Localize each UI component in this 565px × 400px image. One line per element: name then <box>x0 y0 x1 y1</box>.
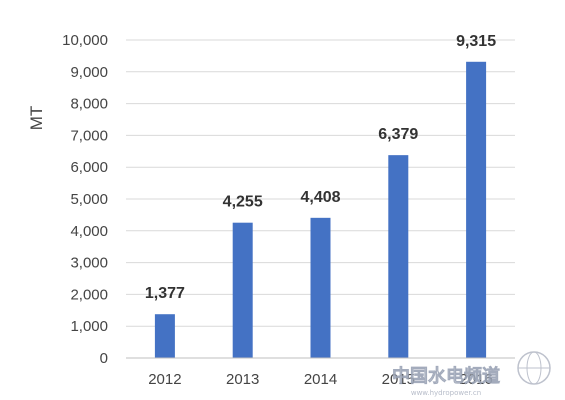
y-tick-label: 2,000 <box>70 286 108 303</box>
y-tick-label: 0 <box>100 350 108 367</box>
watermark-logo: 中国水电频道 www.hydropower.cn <box>392 351 551 397</box>
x-tick-label-2012: 2012 <box>148 371 181 388</box>
y-tick-label: 8,000 <box>70 96 108 113</box>
watermark-subtext: www.hydropower.cn <box>411 389 481 397</box>
y-tick-label: 7,000 <box>70 127 108 144</box>
y-tick-label: 1,000 <box>70 318 108 335</box>
data-label-2012: 1,377 <box>145 285 185 302</box>
y-tick-label: 9,000 <box>70 64 108 81</box>
x-tick-label-2013: 2013 <box>226 371 259 388</box>
x-tick-label-2016: 2016 <box>459 371 492 388</box>
bar-2012 <box>154 314 175 358</box>
data-label-2014: 4,408 <box>300 189 340 206</box>
bar-2015 <box>388 155 409 358</box>
bars <box>154 61 487 359</box>
x-tick-labels: 2012 2013 2014 2015 2016 <box>148 371 493 388</box>
data-label-2016: 9,315 <box>456 33 496 50</box>
data-labels: 1,377 4,255 4,408 6,379 9,315 <box>145 33 496 302</box>
watermark-text: 中国水电频道 <box>392 365 500 387</box>
y-tick-label: 5,000 <box>70 191 108 208</box>
y-tick-labels: 0 1,000 2,000 3,000 4,000 5,000 6,000 7,000 8,00… <box>62 32 108 367</box>
bar-2013 <box>232 222 253 358</box>
y-axis-label: MT <box>27 106 46 131</box>
bar-2016 <box>466 61 487 359</box>
y-tick-label: 6,000 <box>70 159 108 176</box>
x-tick-label-2014: 2014 <box>304 371 337 388</box>
bar-2014 <box>310 217 331 358</box>
data-label-2013: 4,255 <box>223 194 263 211</box>
x-tick-label-2015: 2015 <box>382 371 415 388</box>
y-tick-label: 4,000 <box>70 223 108 240</box>
data-label-2015: 6,379 <box>378 126 418 143</box>
grid-lines <box>126 39 515 327</box>
y-tick-label: 10,000 <box>62 32 108 49</box>
y-tick-label: 3,000 <box>70 255 108 272</box>
